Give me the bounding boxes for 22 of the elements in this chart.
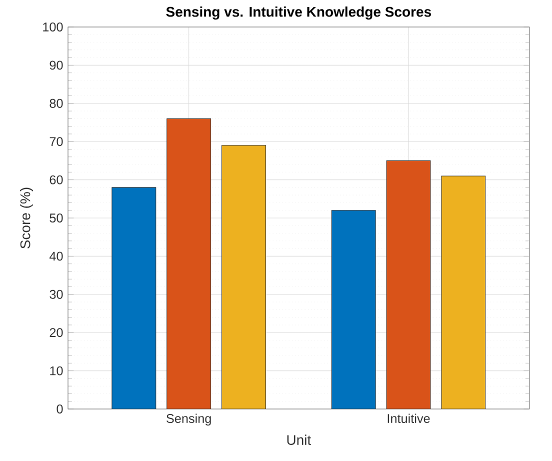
- bar: [166, 118, 212, 409]
- x-axis-title: Unit: [287, 434, 312, 445]
- bar: [222, 145, 266, 409]
- y-tick-label: 40: [49, 252, 63, 261]
- y-tick-label: 20: [50, 328, 63, 338]
- y-tick-label: 60: [50, 175, 63, 184]
- y-tick-label: 0: [56, 404, 63, 414]
- y-tick-label: 80: [50, 98, 63, 108]
- x-tick-label: Intuitive: [388, 414, 430, 424]
- chart-title: Sensing vs. Intuitive Knowledge Scores: [166, 6, 431, 20]
- y-tick-label: 70: [50, 137, 63, 146]
- bar: [441, 176, 486, 409]
- y-tick-label: 10: [50, 366, 63, 376]
- y-tick-label: 30: [50, 290, 63, 299]
- y-axis-title: Score (%): [20, 188, 34, 248]
- bar: [331, 210, 376, 409]
- y-tick-label: 90: [50, 60, 63, 70]
- y-tick-label: 50: [50, 214, 63, 222]
- x-tick-label: Sensing: [166, 414, 211, 426]
- y-tick-label: 100: [43, 22, 63, 32]
- bar: [386, 160, 431, 409]
- bar: [112, 187, 156, 409]
